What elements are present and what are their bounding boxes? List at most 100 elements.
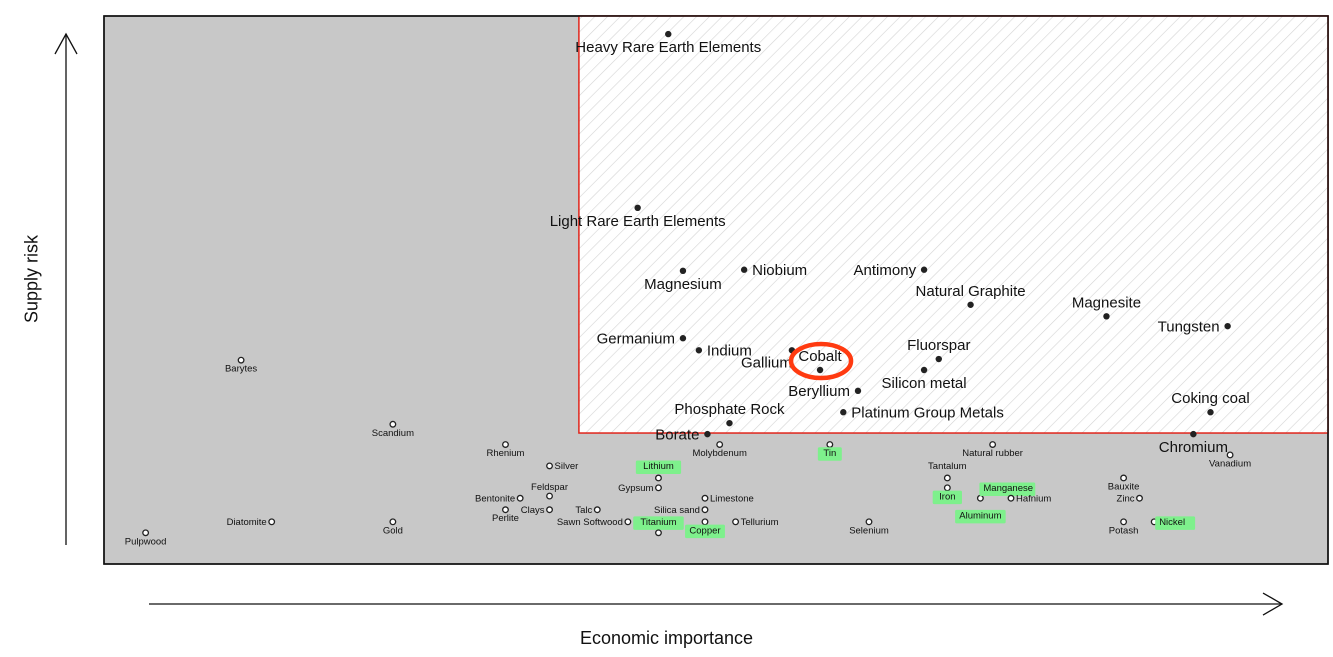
label-vanadium: Vanadium xyxy=(1209,458,1251,469)
label-cobalt: Cobalt xyxy=(798,348,842,365)
label-barytes: Barytes xyxy=(225,364,257,375)
marker-beryllium xyxy=(854,387,862,395)
label-platinum-group-metals: Platinum Group Metals xyxy=(851,404,1004,421)
label-borate: Borate xyxy=(655,426,699,443)
point-cobalt: Cobalt xyxy=(788,341,854,381)
marker-phosphate-rock xyxy=(726,419,733,427)
marker-coking-coal xyxy=(1207,409,1214,416)
point-borate: Borate xyxy=(655,426,711,443)
marker-unlabeled-30 xyxy=(655,474,662,482)
marker-feldspar xyxy=(546,492,553,500)
label-beryllium: Beryllium xyxy=(788,383,850,400)
marker-tin xyxy=(826,441,834,448)
label-fluorspar: Fluorspar xyxy=(907,337,970,354)
point-zinc: Zinc xyxy=(1117,494,1143,505)
marker-natural-graphite xyxy=(967,301,974,308)
point-tellurium: Tellurium xyxy=(732,517,779,528)
label-pulpwood: Pulpwood xyxy=(125,536,167,547)
label-tantalum: Tantalum xyxy=(928,461,967,472)
point-magnesite: Magnesite xyxy=(1072,294,1141,320)
point-potash: Potash xyxy=(1109,518,1139,536)
point-phosphate-rock: Phosphate Rock xyxy=(674,401,785,427)
label-scandium: Scandium xyxy=(372,428,414,439)
label-germanium: Germanium xyxy=(597,330,675,347)
point-manganese: Manganese xyxy=(976,482,1036,502)
point-barytes: Barytes xyxy=(225,356,257,375)
point-vanadium: Vanadium xyxy=(1209,451,1251,469)
point-heavy-rare-earth-elements: Heavy Rare Earth Elements xyxy=(575,30,761,56)
highlight-box-tin xyxy=(817,447,842,461)
point-magnesium: Magnesium xyxy=(644,267,722,293)
critical-region xyxy=(578,15,1329,434)
marker-talc xyxy=(593,506,601,514)
marker-vanadium xyxy=(1226,451,1234,459)
marker-gold xyxy=(389,518,397,526)
point-hafnium: Hafnium xyxy=(1007,494,1051,505)
label-clays: Clays xyxy=(521,505,545,516)
label-hafnium: Hafnium xyxy=(1016,494,1051,505)
marker-silica-sand xyxy=(701,506,709,514)
label-potash: Potash xyxy=(1109,525,1139,536)
marker-scandium xyxy=(389,420,397,428)
point-diatomite: Diatomite xyxy=(227,517,276,528)
marker-pulpwood xyxy=(142,529,150,537)
label-tellurium: Tellurium xyxy=(741,517,779,528)
label-bentonite: Bentonite xyxy=(475,494,515,505)
marker-chromium xyxy=(1190,430,1197,438)
label-perlite: Perlite xyxy=(492,513,519,524)
point-rhenium: Rhenium xyxy=(486,441,525,459)
label-light-rare-earth-elements: Light Rare Earth Elements xyxy=(550,213,726,230)
label-magnesite: Magnesite xyxy=(1072,294,1141,311)
marker-iron xyxy=(943,484,951,492)
marker-magnesium xyxy=(679,267,687,275)
label-magnesium: Magnesium xyxy=(644,276,722,293)
point-copper: Copper xyxy=(685,518,725,539)
marker-heavy-rare-earth-elements xyxy=(665,30,672,38)
point-scandium: Scandium xyxy=(372,420,414,439)
point-antimony: Antimony xyxy=(854,262,928,279)
point-unlabeled-31 xyxy=(943,474,951,482)
point-aluminum: Aluminum xyxy=(955,509,1006,524)
label-nickel: Nickel xyxy=(1159,517,1185,528)
highlight-box-copper xyxy=(685,524,725,539)
marker-tellurium xyxy=(732,518,740,526)
point-silicon-metal: Silicon metal xyxy=(882,366,967,392)
marker-unlabeled-31 xyxy=(943,474,951,482)
point-feldspar: Feldspar xyxy=(531,482,568,500)
highlight-box-aluminum xyxy=(955,509,1006,524)
point-molybdenum: Molybdenum xyxy=(692,441,747,459)
marker-rhenium xyxy=(502,441,509,448)
marker-germanium xyxy=(679,335,687,342)
label-silver: Silver xyxy=(555,461,579,472)
y-axis-arrow xyxy=(54,32,78,545)
marker-indium xyxy=(695,347,703,354)
point-bentonite: Bentonite xyxy=(475,494,524,505)
marker-unlabeled-55 xyxy=(655,529,662,537)
point-silica-sand: Silica sand xyxy=(654,505,709,516)
marker-light-rare-earth-elements xyxy=(634,204,641,211)
marker-limestone xyxy=(701,494,709,502)
point-gold: Gold xyxy=(383,518,403,536)
label-rhenium: Rhenium xyxy=(486,448,524,459)
label-heavy-rare-earth-elements: Heavy Rare Earth Elements xyxy=(575,39,761,56)
point-gypsum: Gypsum xyxy=(618,483,662,494)
label-talc: Talc xyxy=(575,505,592,516)
marker-sawn-softwood xyxy=(624,518,632,526)
point-perlite: Perlite xyxy=(492,506,519,524)
label-bauxite: Bauxite xyxy=(1108,481,1140,492)
label-aluminum: Aluminum xyxy=(959,511,1001,522)
label-lithium: Lithium xyxy=(643,461,674,472)
label-feldspar: Feldspar xyxy=(531,482,568,493)
highlight-box-titanium xyxy=(633,516,684,530)
point-natural-rubber: Natural rubber xyxy=(962,441,1023,459)
point-unlabeled-55 xyxy=(655,529,662,537)
marker-diatomite xyxy=(268,518,276,526)
marker-zinc xyxy=(1136,494,1143,502)
x-axis-arrow xyxy=(149,592,1284,616)
marker-fluorspar xyxy=(935,355,942,363)
point-natural-graphite: Natural Graphite xyxy=(916,283,1026,308)
marker-platinum-group-metals xyxy=(840,409,847,416)
point-unlabeled-30 xyxy=(655,474,662,482)
point-iron: Iron xyxy=(932,484,962,505)
